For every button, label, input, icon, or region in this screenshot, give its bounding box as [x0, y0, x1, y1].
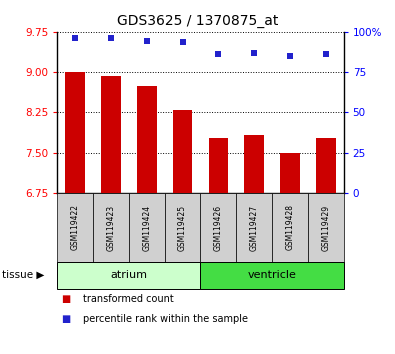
Text: GSM119426: GSM119426 — [214, 204, 223, 251]
Bar — [137, 86, 156, 193]
Point — [144, 38, 150, 44]
Point — [251, 50, 257, 56]
Bar — [280, 153, 300, 193]
Text: GSM119422: GSM119422 — [71, 205, 80, 250]
Bar — [101, 76, 121, 193]
Bar — [209, 138, 228, 193]
Point — [179, 39, 186, 44]
Point — [108, 35, 114, 41]
Text: GSM119424: GSM119424 — [142, 204, 151, 251]
Text: ■: ■ — [61, 294, 70, 304]
Text: GSM119428: GSM119428 — [286, 205, 294, 250]
Text: GSM119427: GSM119427 — [250, 204, 259, 251]
Text: tissue ▶: tissue ▶ — [2, 270, 44, 280]
Bar — [245, 135, 264, 193]
Text: transformed count: transformed count — [83, 294, 174, 304]
Text: GSM119429: GSM119429 — [321, 204, 330, 251]
Point — [323, 51, 329, 56]
Text: atrium: atrium — [110, 270, 147, 280]
Point — [72, 35, 78, 41]
Text: GSM119425: GSM119425 — [178, 204, 187, 251]
Bar — [316, 138, 336, 193]
Text: ■: ■ — [61, 314, 70, 324]
Text: GDS3625 / 1370875_at: GDS3625 / 1370875_at — [117, 14, 278, 28]
Bar — [65, 72, 85, 193]
Point — [215, 52, 222, 57]
Bar — [173, 110, 192, 193]
Text: GSM119423: GSM119423 — [107, 204, 115, 251]
Point — [287, 53, 293, 59]
Text: ventricle: ventricle — [248, 270, 297, 280]
Text: percentile rank within the sample: percentile rank within the sample — [83, 314, 248, 324]
